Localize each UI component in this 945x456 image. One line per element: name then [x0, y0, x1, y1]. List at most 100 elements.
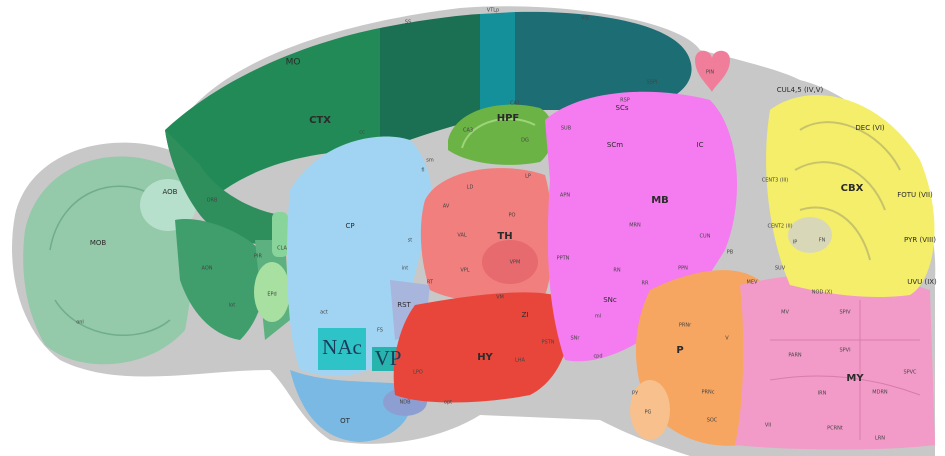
region-label: FS — [377, 328, 383, 334]
region-label: PPN — [678, 266, 688, 272]
fiber-label: act — [320, 310, 328, 316]
region-label: ORB — [207, 198, 218, 204]
region-label: SCm — [607, 141, 623, 149]
fiber-label: st — [408, 238, 413, 244]
region-label: PB — [727, 250, 734, 256]
region-label: MDRN — [872, 390, 888, 396]
region-label: PSTN — [542, 340, 555, 346]
region-label: NAc — [322, 335, 362, 359]
region-label: MB — [651, 195, 669, 206]
region-label: SCs — [616, 104, 629, 112]
medulla — [735, 274, 935, 450]
orbital-cortex — [165, 130, 280, 245]
region-label: FOTU (VII) — [897, 191, 933, 199]
region-label: CA1 — [510, 101, 520, 107]
cortex-mo — [165, 28, 380, 210]
region-label: EPd — [267, 292, 276, 298]
fiber-label: cpd — [593, 354, 602, 360]
region-label: LRN — [875, 436, 885, 442]
region-label: CLA — [277, 246, 287, 252]
region-label: DEC (VI) — [855, 124, 885, 132]
cerebellum-folia — [794, 121, 901, 261]
region-label: CENT2 (II) — [767, 224, 792, 230]
region-label: SSPl — [647, 80, 658, 86]
region-label: CUL4,5 (IV,V) — [777, 86, 824, 94]
region-label: LHA — [515, 358, 526, 364]
nuclei-gray — [788, 217, 832, 253]
region-label: VIS — [581, 16, 589, 22]
cortex-vis — [515, 11, 692, 111]
region-label: LD — [467, 185, 474, 191]
region-label: AOB — [163, 188, 178, 196]
region-label: RT — [427, 280, 434, 286]
region-label: RN — [613, 268, 620, 274]
pineal — [695, 50, 730, 92]
ot-region — [290, 370, 413, 442]
region-label: AV — [443, 204, 450, 210]
pg-region — [630, 380, 670, 440]
region-label: PIR — [254, 254, 262, 260]
region-label: VPL — [460, 268, 469, 274]
region-label: RST — [397, 301, 411, 309]
region-label: OT — [340, 417, 351, 425]
region-label: HPF — [497, 113, 520, 124]
region-label: P — [676, 345, 683, 356]
fiber-label: sm — [426, 158, 434, 164]
region-label: LPO — [413, 370, 423, 376]
region-label: VM — [496, 295, 504, 301]
region-label: APN — [560, 193, 570, 199]
region-label: FN — [819, 238, 826, 244]
region-label: MV — [781, 310, 789, 316]
region-label: RSP — [620, 98, 630, 104]
region-label: MOB — [90, 239, 107, 247]
region-label: RR — [642, 281, 649, 287]
thalamus — [420, 168, 553, 302]
cortex-ss — [380, 14, 480, 150]
region-label: SUV — [775, 266, 786, 272]
region-label: VII — [765, 423, 771, 429]
fiber-label: int — [402, 266, 409, 272]
region-label: SPVI — [839, 348, 850, 354]
region-label: CUN — [700, 234, 711, 240]
region-label: MO — [286, 58, 301, 68]
region-label: SNc — [603, 296, 617, 304]
region-label: AON — [201, 266, 212, 272]
region-label: SOC — [707, 418, 718, 424]
hypothalamus — [393, 292, 571, 403]
region-label: IRN — [818, 391, 827, 397]
region-label: ZI — [522, 311, 529, 319]
region-label: PYR (VIII) — [904, 236, 936, 244]
region-label: SS — [405, 20, 411, 26]
region-label: PCRNt — [827, 426, 843, 432]
cla-region — [272, 212, 288, 257]
region-label: MY — [846, 373, 864, 384]
region-label: SUB — [561, 126, 572, 132]
region-label: PO — [509, 213, 516, 219]
fiber-label: fi — [421, 168, 424, 174]
hippocampus-inner — [461, 117, 536, 149]
region-label: NOD (X) — [812, 290, 832, 296]
fiber-label: ml — [595, 314, 601, 320]
region-label: PPTN — [557, 256, 570, 262]
region-label: UVU (IX) — [907, 278, 937, 286]
vpm-region — [482, 240, 538, 284]
aob-shape — [140, 179, 196, 231]
region-label: CTX — [309, 115, 331, 126]
region-label: VPM — [510, 260, 521, 266]
region-label: HY — [477, 352, 493, 363]
region-label: PRNr — [679, 323, 692, 329]
region-label: V — [725, 336, 729, 342]
cortex-vtlp — [480, 12, 515, 120]
region-label: PARN — [788, 353, 802, 359]
fiber-label: py — [632, 390, 638, 396]
region-label: CP — [345, 222, 354, 230]
medulla-lines — [769, 300, 921, 440]
nac-box — [318, 328, 366, 370]
region-label: PIN — [706, 70, 714, 76]
region-label: PG — [645, 410, 652, 416]
aon-region — [175, 219, 264, 340]
fiber-label: opt — [444, 400, 452, 406]
hippocampus — [448, 104, 554, 165]
region-label: CA3 — [463, 128, 473, 134]
region-label: VTLp — [487, 8, 499, 14]
